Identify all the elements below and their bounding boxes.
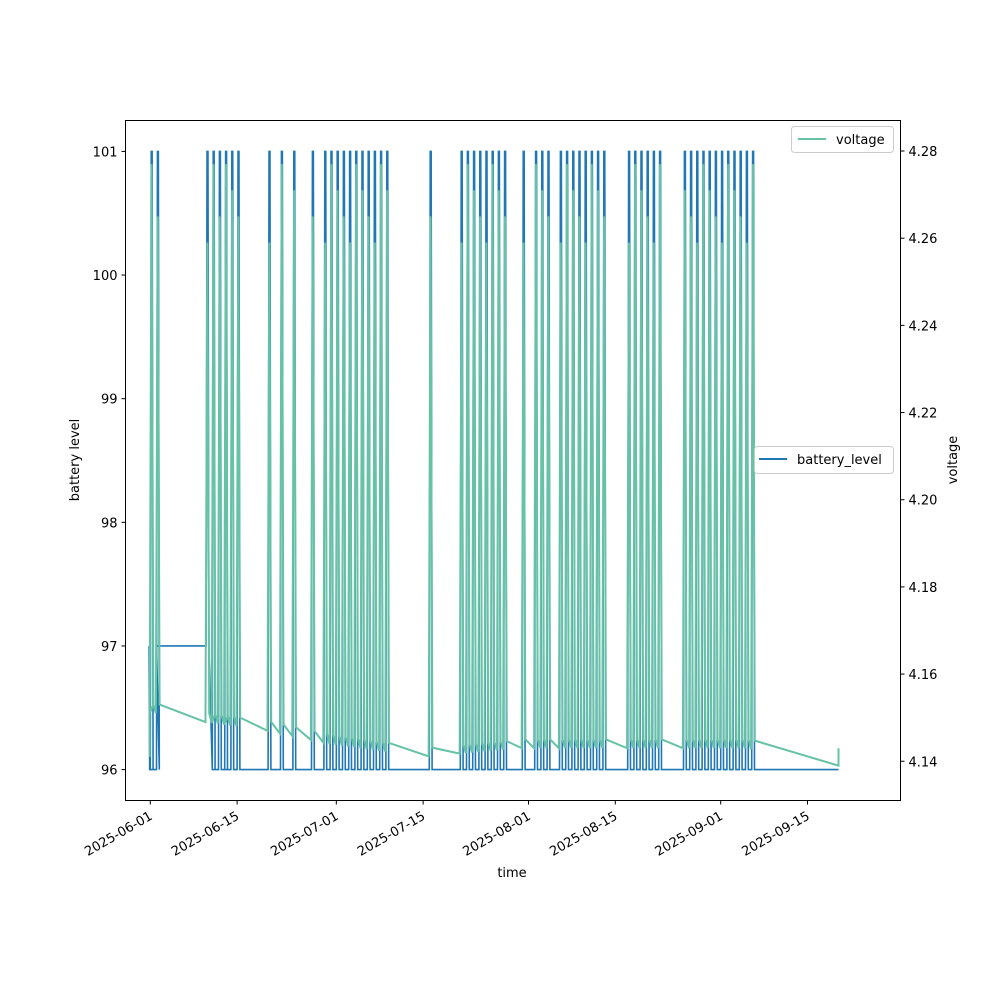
y-tick-label: 99	[101, 393, 118, 408]
y2-tick-label: 4.14	[909, 755, 938, 770]
y-tick-label: 97	[101, 640, 118, 655]
y2-tick-label: 4.28	[909, 145, 938, 160]
y2-tick-label: 4.26	[909, 232, 938, 247]
y-tick-label: 96	[101, 764, 118, 779]
y-axis-ticks: 96 97 98 99 100 101	[93, 145, 126, 779]
legend-battery-level-box	[754, 446, 894, 474]
y2-tick-label: 4.16	[909, 668, 938, 683]
legend-voltage-box	[791, 126, 894, 153]
y2-tick-label: 4.24	[909, 319, 938, 334]
y2-axis-label: voltage	[946, 436, 961, 485]
y-tick-label: 98	[101, 516, 118, 531]
y-tick-label: 101	[93, 145, 118, 160]
plot-frame	[125, 120, 901, 801]
y-axis-label: battery level	[68, 419, 83, 502]
y2-tick-label: 4.18	[909, 581, 938, 596]
y2-tick-label: 4.22	[909, 407, 938, 422]
y2-tick-label: 4.20	[909, 494, 938, 509]
x-axis-label: time	[497, 866, 526, 881]
plot-area	[148, 150, 840, 771]
legend-battery-level-label: battery_level	[797, 453, 882, 468]
y-tick-label: 100	[93, 269, 118, 284]
legend-voltage-label: voltage	[836, 133, 885, 148]
y2-axis-ticks: 4.14 4.16 4.18 4.20 4.22 4.24 4.26 4.28	[900, 145, 938, 770]
legend-battery-level: battery_level	[754, 446, 894, 474]
voltage-line	[148, 164, 840, 767]
legend-voltage: voltage	[791, 126, 894, 153]
